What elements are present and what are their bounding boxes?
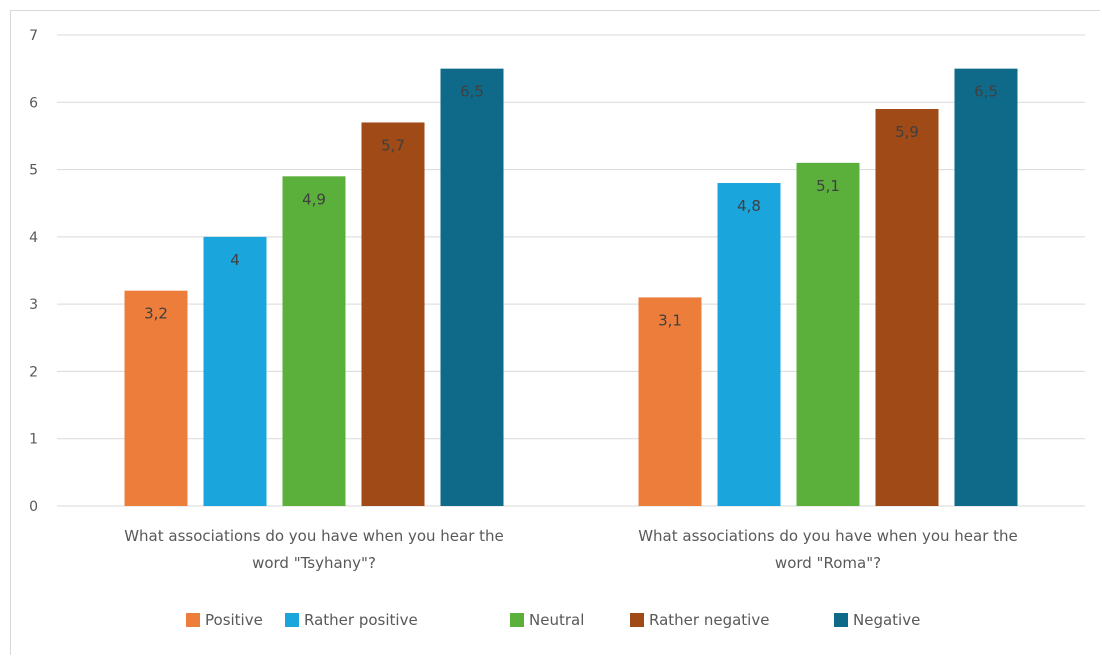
y-axis-ticks: 0 1 2 3 4 5 6 7 (29, 28, 38, 515)
legend-label: Positive (205, 611, 263, 629)
y-tick-label: 1 (29, 432, 38, 448)
bar (282, 176, 346, 507)
bar (954, 68, 1018, 507)
data-label: 4,8 (737, 197, 761, 215)
bar (361, 122, 425, 506)
y-tick-label: 7 (29, 28, 38, 44)
legend-swatch (186, 613, 200, 627)
bar (203, 236, 267, 506)
legend-swatch (510, 613, 524, 627)
legend-label: Negative (853, 611, 920, 629)
bar (796, 162, 860, 507)
bar (638, 297, 702, 506)
legend: Positive Rather positive Neutral Rather neg… (186, 611, 920, 629)
legend-label: Neutral (529, 611, 584, 629)
x-category-label: word "Tsyhany"? (252, 554, 376, 572)
data-labels: 3,2 4 4,9 5,7 6,5 3,1 4,8 5,1 5,9 6,5 (144, 83, 998, 330)
data-label: 4,9 (302, 190, 326, 208)
y-tick-label: 0 (29, 499, 38, 515)
y-tick-label: 2 (29, 364, 38, 380)
bars (124, 68, 1018, 507)
y-tick-label: 6 (29, 95, 38, 111)
data-label: 5,1 (816, 177, 840, 195)
data-label: 3,1 (658, 311, 682, 329)
y-tick-label: 3 (29, 297, 38, 313)
legend-swatch (630, 613, 644, 627)
x-category-label: word "Roma"? (775, 554, 881, 572)
bar (875, 109, 939, 506)
y-tick-label: 5 (29, 163, 38, 179)
chart-frame (10, 10, 1100, 655)
data-label: 3,2 (144, 305, 168, 323)
data-label: 4 (230, 251, 240, 269)
legend-label: Rather negative (649, 611, 769, 629)
data-label: 6,5 (460, 83, 484, 101)
data-label: 6,5 (974, 83, 998, 101)
x-axis-categories: What associations do you have when you h… (124, 527, 1018, 572)
data-label: 5,7 (381, 136, 405, 154)
bar (440, 68, 504, 507)
bar (717, 183, 781, 506)
y-tick-label: 4 (29, 230, 38, 246)
x-category-label: What associations do you have when you h… (124, 527, 504, 545)
legend-swatch (834, 613, 848, 627)
data-label: 5,9 (895, 123, 919, 141)
x-category-label: What associations do you have when you h… (638, 527, 1018, 545)
legend-swatch (285, 613, 299, 627)
bar (124, 290, 188, 506)
legend-label: Rather positive (304, 611, 418, 629)
